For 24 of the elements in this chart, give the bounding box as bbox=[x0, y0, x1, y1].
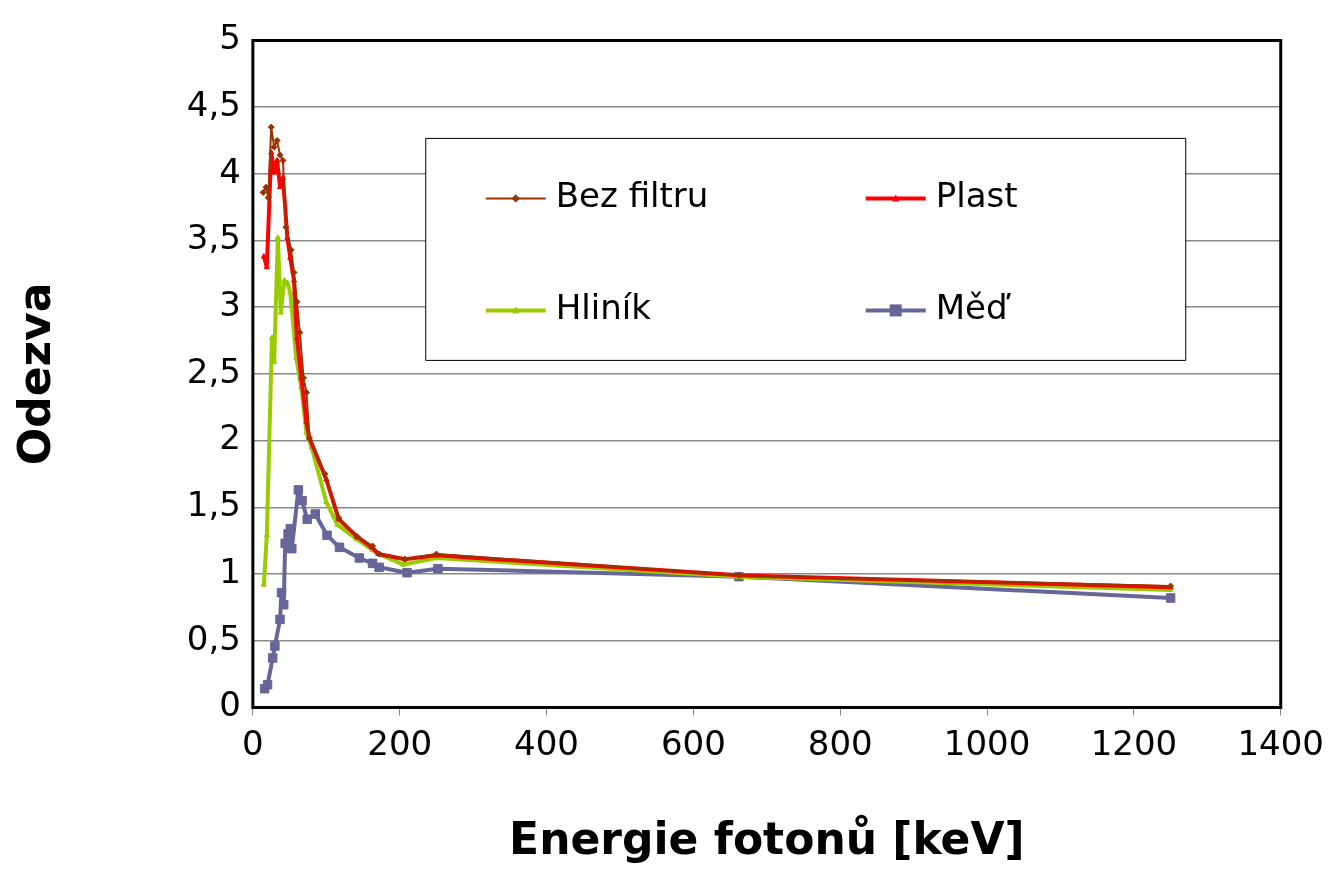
legend-label: Měď bbox=[935, 287, 1011, 328]
y-axis-title: Odezva bbox=[8, 282, 60, 466]
legend-label: Plast bbox=[935, 175, 1018, 216]
y-tick-label: 4,5 bbox=[186, 83, 241, 124]
x-tick-label: 400 bbox=[514, 722, 579, 763]
x-tick-label: 1000 bbox=[943, 722, 1031, 763]
y-tick-label: 5 bbox=[219, 17, 241, 58]
legend-label: Hliník bbox=[555, 287, 652, 328]
x-tick-label: 800 bbox=[807, 722, 873, 763]
y-tick-label: 2,5 bbox=[186, 350, 241, 391]
y-tick-label: 0,5 bbox=[186, 617, 241, 658]
x-axis-title: Energie fotonů [keV] bbox=[509, 813, 1025, 865]
x-tick-label: 1400 bbox=[1237, 722, 1324, 763]
x-tick-label: 1200 bbox=[1090, 722, 1178, 763]
y-tick-label: 3 bbox=[219, 284, 241, 325]
x-tick-label: 200 bbox=[367, 722, 433, 763]
y-tick-label: 2 bbox=[219, 417, 241, 458]
x-tick-label: 600 bbox=[660, 722, 726, 763]
y-tick-label: 1 bbox=[219, 550, 241, 591]
y-tick-label: 0 bbox=[219, 684, 241, 725]
legend-label: Bez filtru bbox=[555, 175, 709, 216]
y-tick-label: 4 bbox=[219, 150, 241, 191]
y-tick-label: 1,5 bbox=[186, 484, 241, 525]
y-tick-label: 3,5 bbox=[186, 217, 241, 258]
